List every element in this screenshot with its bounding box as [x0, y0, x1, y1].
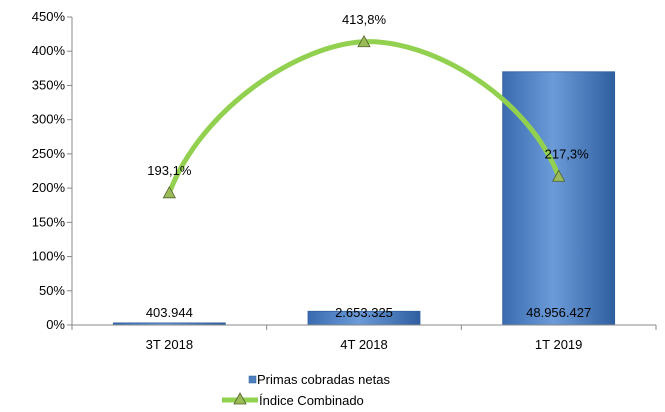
y-tick-label: 50%: [39, 283, 65, 298]
legend-item-indice[interactable]: Índice Combinado: [222, 392, 364, 408]
line-marker-1: [357, 34, 371, 48]
y-tick-label: 450%: [32, 9, 66, 24]
x-tick-label: 1T 2019: [535, 337, 582, 352]
y-tick-label: 100%: [32, 249, 66, 264]
y-tick-label: 300%: [32, 112, 66, 127]
x-axis-ticks: 3T 2018 4T 2018 1T 2019: [71, 325, 657, 352]
bar-value-label: 2.653.325: [335, 305, 393, 320]
legend: Primas cobradas netas Índice Combinado: [222, 372, 390, 408]
line-value-label: 413,8%: [342, 12, 387, 27]
legend-triangle-marker: [233, 392, 247, 405]
line-markers: [162, 34, 566, 199]
y-tick-label: 150%: [32, 214, 66, 229]
bar-value-label: 403.944: [146, 305, 193, 320]
line-series-indice-combinado: [166, 39, 562, 196]
bar-value-label: 48.956.427: [526, 305, 591, 320]
x-tick-label: 3T 2018: [146, 337, 193, 352]
line-value-label: 193,1%: [147, 163, 192, 178]
bar-data-labels: 403.944 2.653.325 48.956.427: [146, 305, 591, 320]
line-marker-2: [551, 169, 566, 182]
legend-label-primas: Primas cobradas netas: [257, 372, 390, 387]
x-tick-label: 4T 2018: [340, 337, 387, 352]
line-value-label: 217,3%: [545, 146, 590, 161]
y-tick-label: 350%: [32, 77, 66, 92]
line-data-labels: 193,1% 413,8% 217,3%: [147, 12, 589, 178]
legend-label-indice: Índice Combinado: [259, 393, 364, 408]
bar-2: [502, 71, 616, 326]
y-axis-ticks: 0% 50% 100% 150% 200% 250% 300% 350% 400% 450%: [32, 9, 72, 332]
bar-series-primas: [112, 71, 616, 326]
y-tick-label: 400%: [32, 43, 66, 58]
legend-item-primas[interactable]: Primas cobradas netas: [248, 372, 390, 387]
y-tick-label: 0%: [46, 317, 65, 332]
y-tick-label: 200%: [32, 180, 66, 195]
y-tick-label: 250%: [32, 146, 66, 161]
line-marker-0: [162, 185, 177, 199]
legend-swatch-bar: [248, 375, 257, 384]
